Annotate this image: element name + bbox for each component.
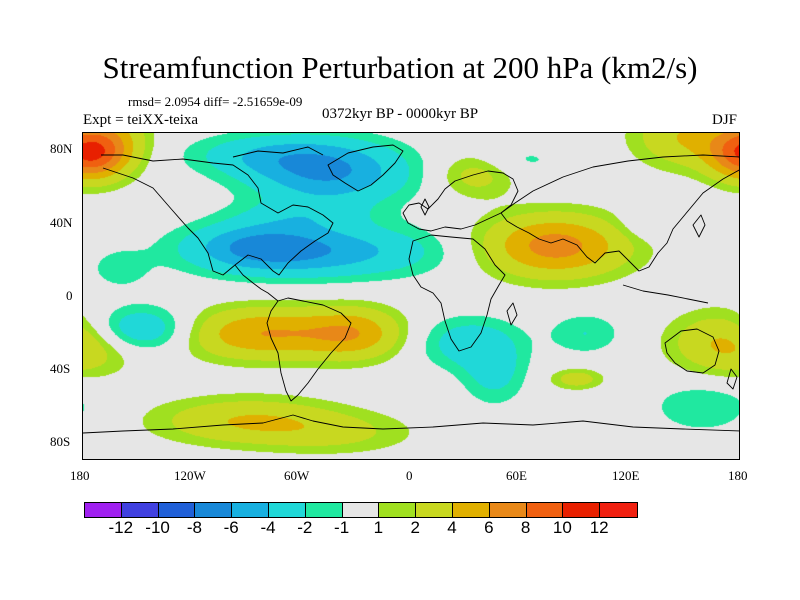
colorbar-swatch: [268, 503, 306, 517]
chart-title: Streamfunction Perturbation at 200 hPa (…: [102, 50, 698, 85]
lat-label-40n: 40N: [50, 215, 73, 230]
colorbar-label: -6: [223, 518, 239, 537]
colorbar-label: -1: [334, 518, 350, 537]
colorbar-swatch: [379, 503, 417, 517]
period-label: 0372kyr BP - 0000kyr BP: [322, 106, 479, 122]
colorbar-swatch: [452, 503, 490, 517]
lon-label-60e: 60E: [506, 468, 527, 483]
coast-antarctica: [83, 414, 739, 434]
colorbar-label: 12: [589, 518, 609, 537]
colorbar-label: 1: [373, 518, 384, 537]
colorbar-label: -8: [186, 518, 202, 537]
coast-australia: [664, 328, 720, 374]
coast-south-america: [266, 297, 352, 402]
colorbar-swatch: [121, 503, 159, 517]
season-label: DJF: [712, 112, 738, 128]
coast-north-america: [101, 154, 334, 276]
lon-label-120w: 120W: [174, 468, 206, 483]
coast-africa: [408, 234, 506, 352]
lat-label-40s: 40S: [50, 361, 71, 376]
stats-line: rmsd= 2.0954 diff= -2.51659e-09: [128, 94, 303, 109]
colorbar-label: 4: [447, 518, 457, 537]
colorbar-swatch: [305, 503, 343, 517]
coast-new-zealand: [726, 368, 738, 390]
coast-central-america: [234, 264, 279, 302]
lat-label-80s: 80S: [50, 434, 71, 449]
coast-madagascar: [506, 302, 518, 326]
colorbar-label: -12: [108, 518, 134, 537]
coast-indonesia: [622, 284, 709, 304]
colorbar-label: 6: [484, 518, 494, 537]
lon-label-180e: 180: [728, 468, 748, 483]
colorbar-label: 2: [410, 518, 420, 537]
colorbar-swatch: [526, 503, 564, 517]
colorbar-label: -10: [145, 518, 170, 537]
colorbar-label: 10: [552, 518, 572, 537]
colorbar: [84, 502, 638, 518]
coast-uk: [420, 198, 430, 216]
colorbar-swatch: [489, 503, 527, 517]
colorbar-swatch: [600, 503, 637, 517]
coast-greenland: [327, 144, 404, 192]
lat-label-80n: 80N: [50, 141, 73, 156]
colorbar-label: -2: [297, 518, 313, 537]
lon-label-0: 0: [406, 468, 413, 483]
colorbar-swatch: [158, 503, 196, 517]
map-plot: [82, 132, 740, 460]
colorbar-swatch: [416, 503, 453, 517]
coast-japan: [692, 214, 706, 238]
colorbar-swatch: [342, 503, 380, 517]
colorbar-label: 8: [520, 518, 531, 537]
lon-label-60w: 60W: [284, 468, 310, 483]
colorbar-swatch: [232, 503, 269, 517]
coast-asia: [500, 154, 739, 272]
colorbar-label: -4: [260, 518, 276, 537]
lat-label-eq: 0: [66, 288, 73, 303]
streamfunction-field: [83, 133, 739, 459]
colorbar-swatch: [563, 503, 601, 517]
colorbar-swatch: [85, 503, 122, 517]
coast-europe: [402, 170, 519, 232]
lon-label-180w: 180: [70, 468, 90, 483]
colorbar-swatch: [195, 503, 233, 517]
coastlines: [83, 144, 739, 434]
experiment-label: Expt = teiXX-teixa: [83, 112, 199, 128]
lon-label-120e: 120E: [612, 468, 640, 483]
coast-arctic-islands: [232, 146, 324, 158]
